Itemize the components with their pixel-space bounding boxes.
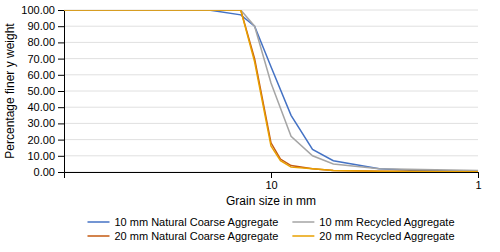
- legend: 10 mm Natural Coarse Aggregate 20 mm Natu…: [87, 216, 454, 242]
- tick: 20.00: [27, 134, 64, 146]
- series-line: [64, 10, 478, 172]
- legend-label: 20 mm Natural Coarse Aggregate: [114, 230, 278, 242]
- tick-label: 10.00: [27, 150, 55, 162]
- tick-label: 20.00: [27, 134, 55, 146]
- tick: 40.00: [27, 101, 64, 113]
- y-axis: 0.00 10.00 20.00 30.00 40.00 50.00 60.00 70.00 8…: [21, 4, 64, 178]
- tick-label: 0.00: [34, 166, 55, 178]
- tick: 10: [265, 172, 277, 191]
- tick-label: 10: [265, 179, 277, 191]
- legend-swatch: [87, 235, 109, 237]
- legend-label: 10 mm Natural Coarse Aggregate: [114, 216, 278, 228]
- tick: 100.00: [21, 4, 64, 16]
- legend-item: 20 mm Recycled Aggregate: [292, 230, 454, 242]
- legend-label: 20 mm Recycled Aggregate: [319, 230, 454, 242]
- tick-mark: [58, 172, 64, 173]
- legend-item: 10 mm Recycled Aggregate: [292, 216, 454, 228]
- tick: 30.00: [27, 117, 64, 129]
- x-axis: 10 1: [65, 172, 482, 191]
- tick: 1: [475, 172, 481, 191]
- grid-line: [64, 42, 478, 43]
- grid-line: [64, 58, 478, 59]
- x-axis-title: Grain size in mm: [226, 194, 316, 208]
- tick-mark: [58, 156, 64, 157]
- axis-line: [58, 11, 65, 173]
- tick-label: 70.00: [27, 53, 55, 65]
- chart: 1010.0010.0020.0030.0040.0050.0060.0070.…: [0, 0, 500, 252]
- series-line: [64, 10, 478, 171]
- tick: 50.00: [27, 85, 64, 97]
- legend-item: 10 mm Natural Coarse Aggregate: [87, 216, 278, 228]
- tick-label: 60.00: [27, 69, 55, 81]
- tick: 90.00: [27, 20, 64, 32]
- legend-swatch: [292, 235, 314, 237]
- tick-mark: [271, 172, 272, 178]
- tick-label: 100.00: [21, 4, 55, 16]
- tick-mark: [58, 91, 64, 92]
- grid-line: [64, 74, 478, 75]
- tick-mark: [478, 172, 479, 178]
- tick-label: 80.00: [27, 36, 55, 48]
- tick-label: 50.00: [27, 85, 55, 97]
- tick-mark: [58, 123, 64, 124]
- axis-line: [65, 173, 479, 179]
- labels: Grain size in mm Percentage finer y weigh…: [3, 23, 316, 208]
- tick: 60.00: [27, 69, 64, 81]
- tick: 70.00: [27, 53, 64, 65]
- legend-swatch: [292, 221, 314, 223]
- legend-item: 20 mm Natural Coarse Aggregate: [87, 230, 278, 242]
- tick: 0.00: [34, 166, 64, 178]
- tick-label: 40.00: [27, 101, 55, 113]
- y-axis-title: Percentage finer y weight: [3, 23, 17, 159]
- legend-label: 10 mm Recycled Aggregate: [319, 216, 454, 228]
- grid-line: [64, 123, 478, 124]
- tick-mark: [58, 42, 64, 43]
- tick: 10.00: [27, 150, 64, 162]
- tick-label: 1: [475, 179, 481, 191]
- grid-line: [64, 107, 478, 108]
- tick-mark: [58, 140, 64, 141]
- tick-mark: [58, 59, 64, 60]
- grid-line: [64, 91, 478, 92]
- legend-swatch: [87, 221, 109, 223]
- tick-mark: [58, 107, 64, 108]
- plot-area: 1010.0010.0020.0030.0040.0050.0060.0070.…: [21, 4, 481, 191]
- tick-label: 90.00: [27, 20, 55, 32]
- tick: 80.00: [27, 36, 64, 48]
- grid-line: [64, 26, 478, 27]
- grid-line: [64, 155, 478, 156]
- series-group: [64, 10, 478, 172]
- tick-mark: [58, 75, 64, 76]
- tick-mark: [58, 26, 64, 27]
- series-line: [64, 10, 478, 172]
- tick-mark: [58, 10, 64, 11]
- tick-label: 30.00: [27, 117, 55, 129]
- grid: [64, 10, 478, 172]
